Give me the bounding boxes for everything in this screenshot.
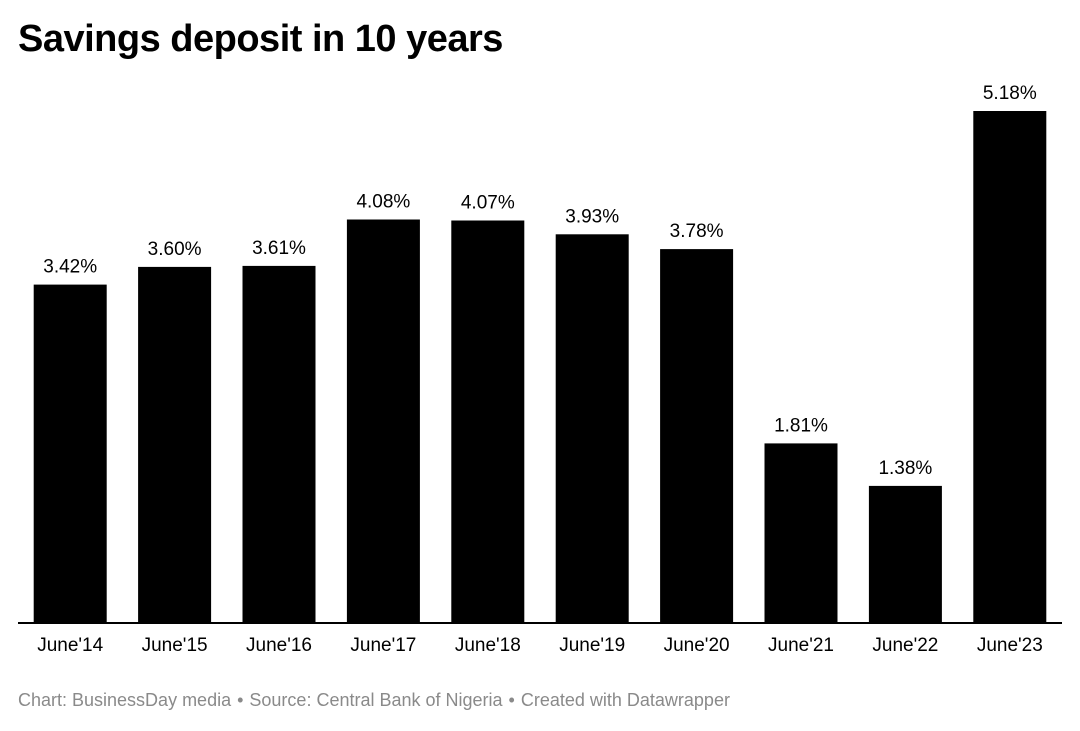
value-label-8: 1.38% <box>878 458 932 479</box>
footer-source: Source: Central Bank of Nigeria <box>249 690 503 710</box>
footer-chart-credit: Chart: BusinessDay media <box>18 690 232 710</box>
x-tick-label-6: June'20 <box>664 635 730 656</box>
x-tick-label-7: June'21 <box>768 635 834 656</box>
bar-8 <box>868 485 942 622</box>
bar-4 <box>451 220 525 622</box>
bars-group <box>33 111 1047 623</box>
x-tick-label-9: June'23 <box>977 635 1043 656</box>
value-labels-group: 3.42% 3.60% 3.61% 4.08% 4.07% 3.93% 3.78% 1.81%… <box>43 83 1037 479</box>
bar-9 <box>973 111 1047 622</box>
chart-footer: Chart: BusinessDay media • Source: Central… <box>18 690 730 711</box>
footer-created-with: Created with Datawrapper <box>520 690 730 710</box>
value-label-7: 1.81% <box>774 415 828 436</box>
bar-0 <box>33 284 107 622</box>
x-tick-label-8: June'22 <box>872 635 938 656</box>
footer-separator: • <box>508 690 515 710</box>
value-label-3: 4.08% <box>356 192 410 213</box>
x-tick-label-0: June'14 <box>37 635 103 656</box>
footer-separator: • <box>237 690 244 710</box>
bar-5 <box>555 234 629 623</box>
chart-title: Savings deposit in 10 years <box>18 18 503 60</box>
x-tick-label-5: June'19 <box>559 635 625 656</box>
x-tick-labels-group: June'14 June'15 June'16 June'17 June'18 June'… <box>37 635 1043 656</box>
bar-7 <box>764 443 838 622</box>
x-tick-label-4: June'18 <box>455 635 521 656</box>
x-tick-label-3: June'17 <box>350 635 416 656</box>
bar-1 <box>138 266 212 622</box>
value-label-4: 4.07% <box>461 193 515 214</box>
x-tick-label-2: June'16 <box>246 635 312 656</box>
value-label-0: 3.42% <box>43 257 97 278</box>
x-tick-label-1: June'15 <box>142 635 208 656</box>
value-label-5: 3.93% <box>565 206 619 227</box>
bar-6 <box>660 249 734 622</box>
value-label-2: 3.61% <box>252 238 306 259</box>
value-label-1: 3.60% <box>148 239 202 260</box>
bar-2 <box>242 265 316 622</box>
value-label-9: 5.18% <box>983 83 1037 104</box>
value-label-6: 3.78% <box>670 221 724 242</box>
bar-3 <box>346 219 420 622</box>
